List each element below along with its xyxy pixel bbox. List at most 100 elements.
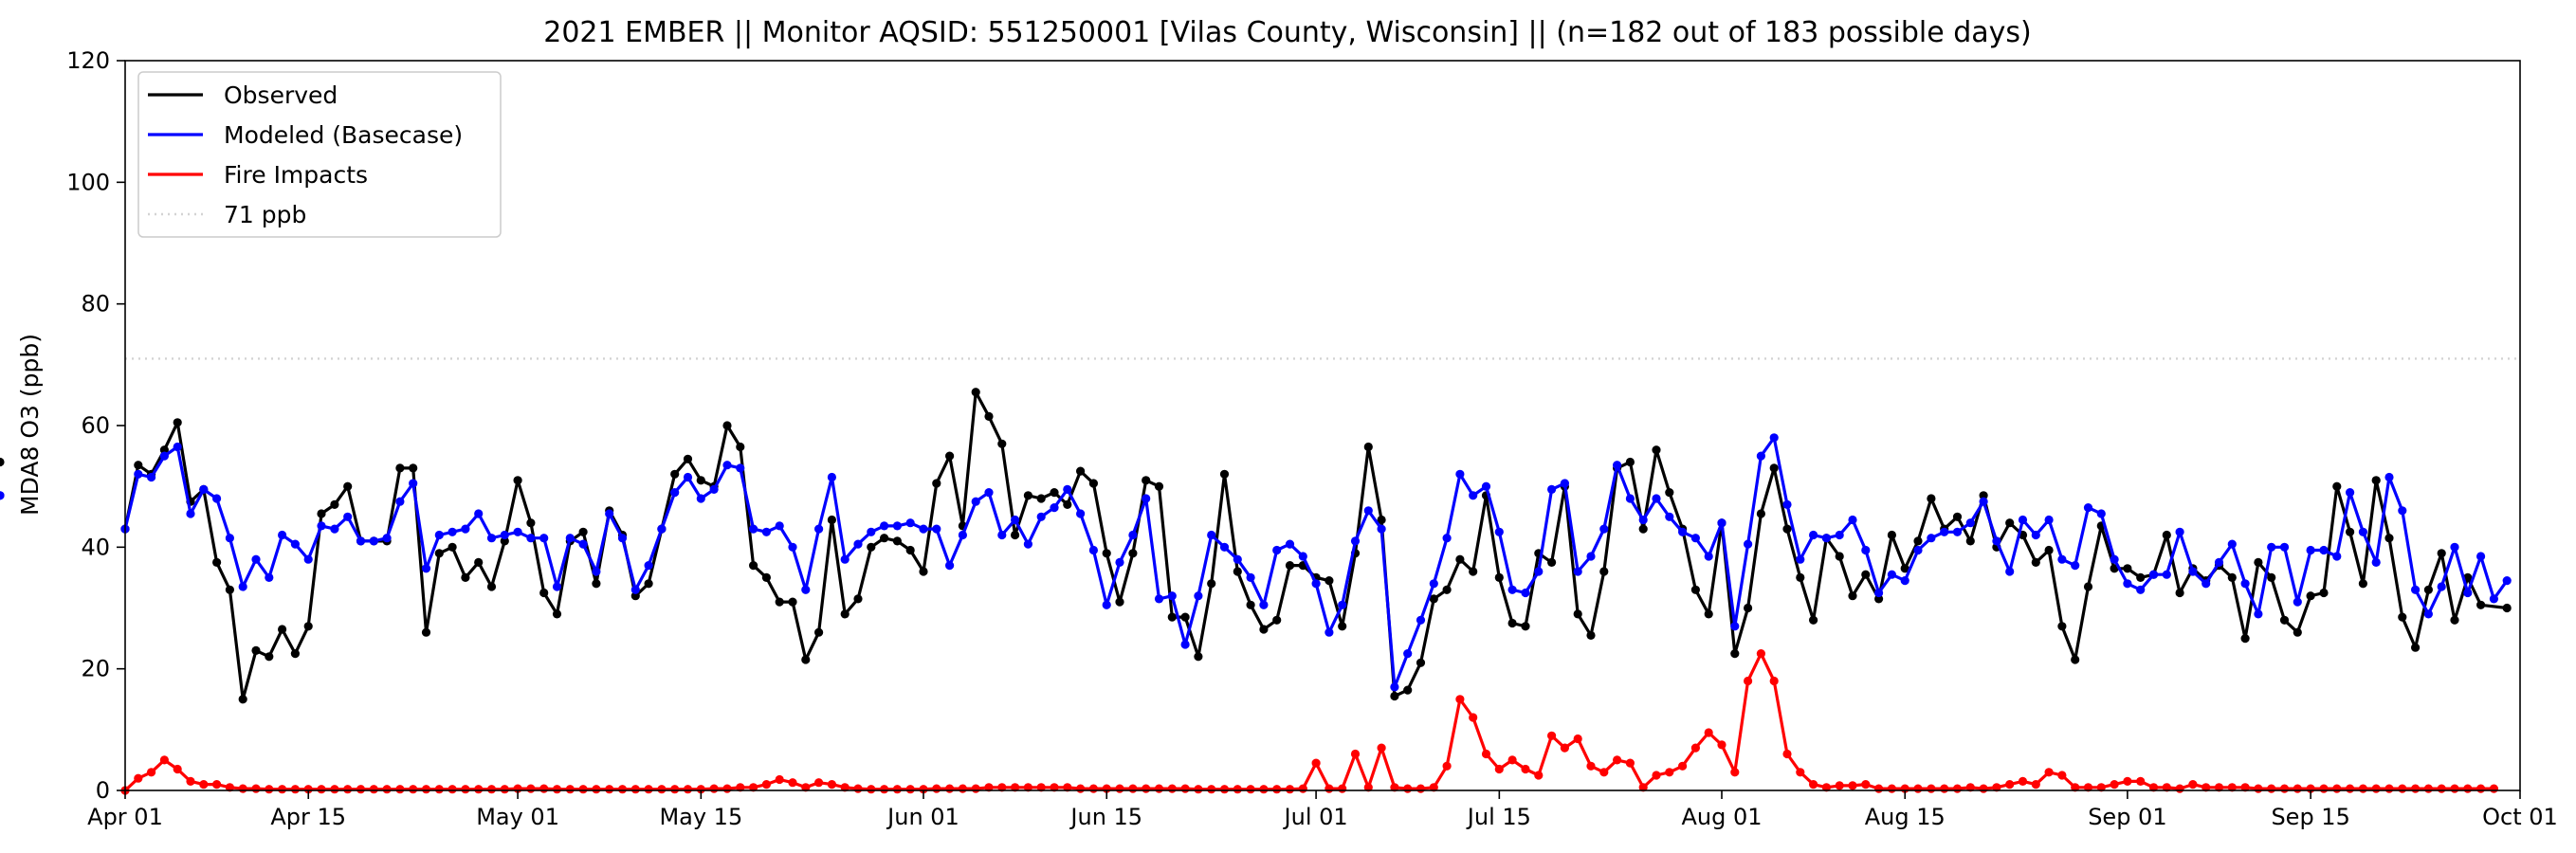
data-point: [186, 509, 195, 518]
data-point: [2227, 539, 2237, 549]
data-point: [2437, 784, 2446, 793]
data-point: [2450, 615, 2459, 625]
data-point: [1927, 494, 1936, 503]
data-point: [147, 768, 156, 777]
x-tick-label: Jun 15: [1069, 804, 1142, 830]
data-point: [1652, 771, 1661, 780]
data-point: [265, 652, 274, 662]
data-point: [1848, 515, 1857, 525]
data-point: [867, 785, 876, 794]
data-point: [2332, 784, 2342, 793]
data-point: [1298, 552, 1307, 561]
data-point: [2148, 783, 2159, 792]
data-point: [2005, 567, 2015, 576]
data-point: [736, 442, 745, 452]
x-tick-label: Apr 01: [87, 804, 163, 830]
data-point: [853, 539, 863, 549]
data-point: [317, 509, 326, 518]
data-point: [1979, 497, 1988, 506]
data-point: [2332, 552, 2342, 561]
data-point: [2096, 783, 2106, 792]
data-point: [1233, 567, 1242, 576]
series-layer: [0, 388, 2512, 795]
data-point: [683, 472, 693, 482]
legend: Observed Modeled (Basecase) Fire Impacts 71…: [137, 71, 502, 238]
legend-entry: Modeled (Basecase): [224, 121, 463, 149]
data-point: [290, 539, 300, 549]
data-point: [1625, 457, 1635, 467]
data-point: [395, 463, 405, 473]
data-point: [434, 549, 444, 558]
data-point: [814, 778, 824, 788]
data-point: [2384, 534, 2394, 543]
axes-layer: 0 20 40 60 80 100 120 Apr 01 Apr 15 May 01 May 15 J…: [66, 47, 2558, 830]
data-point: [788, 597, 797, 607]
data-point: [486, 534, 497, 543]
data-point: [1194, 785, 1203, 794]
data-point: [1377, 515, 1386, 525]
data-point: [2044, 768, 2054, 777]
data-point: [1350, 536, 1361, 546]
data-point: [1547, 557, 1557, 568]
data-point: [853, 594, 863, 604]
data-point: [1586, 552, 1596, 561]
data-point: [775, 774, 784, 785]
y-tick-label: 100: [66, 169, 110, 195]
data-point: [1233, 554, 1242, 564]
data-point: [932, 524, 941, 534]
data-point: [1638, 524, 1648, 534]
data-point: [2476, 600, 2486, 609]
data-point: [2489, 594, 2498, 604]
data-point: [1874, 588, 1884, 598]
data-point: [251, 784, 261, 793]
data-point: [1207, 785, 1216, 794]
data-point: [1874, 784, 1884, 793]
data-point: [1102, 600, 1111, 609]
data-point: [984, 488, 994, 498]
data-point: [775, 597, 784, 607]
data-point: [421, 564, 431, 573]
data-point: [1011, 783, 1020, 792]
data-point: [644, 561, 653, 571]
data-point: [775, 521, 784, 531]
data-point: [2188, 780, 2198, 789]
legend-entry: 71 ppb: [224, 201, 306, 228]
data-point: [1036, 494, 1046, 503]
data-point: [958, 784, 968, 793]
data-point: [1259, 600, 1269, 609]
data-point: [696, 494, 705, 503]
data-point: [1665, 512, 1674, 521]
data-point: [2018, 515, 2028, 525]
data-point: [2398, 506, 2407, 516]
data-point: [1246, 572, 1255, 583]
data-point: [1586, 761, 1596, 771]
data-point: [1180, 640, 1190, 649]
data-point: [1927, 784, 1936, 793]
x-tick-label: Jun 01: [886, 804, 959, 830]
data-point: [2279, 784, 2290, 793]
data-point: [2319, 784, 2329, 793]
data-point: [147, 472, 156, 482]
data-point: [1547, 731, 1557, 740]
data-point: [1429, 783, 1438, 792]
x-tick-label: Oct 01: [2482, 804, 2558, 830]
data-point: [1992, 783, 2001, 792]
data-point: [617, 534, 628, 543]
data-point: [1782, 524, 1792, 534]
data-point: [1403, 784, 1413, 793]
data-point: [736, 463, 745, 473]
y-tick-label: 0: [96, 777, 110, 804]
data-point: [409, 463, 418, 473]
data-point: [1665, 488, 1674, 498]
data-point: [0, 491, 5, 500]
data-point: [958, 530, 968, 540]
data-point: [827, 780, 837, 789]
data-point: [2031, 530, 2040, 540]
data-point: [1194, 652, 1203, 662]
data-point: [1403, 685, 1413, 695]
data-point: [2423, 784, 2433, 793]
data-point: [1455, 554, 1465, 564]
data-point: [801, 783, 811, 792]
data-point: [1586, 630, 1596, 641]
data-point: [630, 785, 640, 794]
